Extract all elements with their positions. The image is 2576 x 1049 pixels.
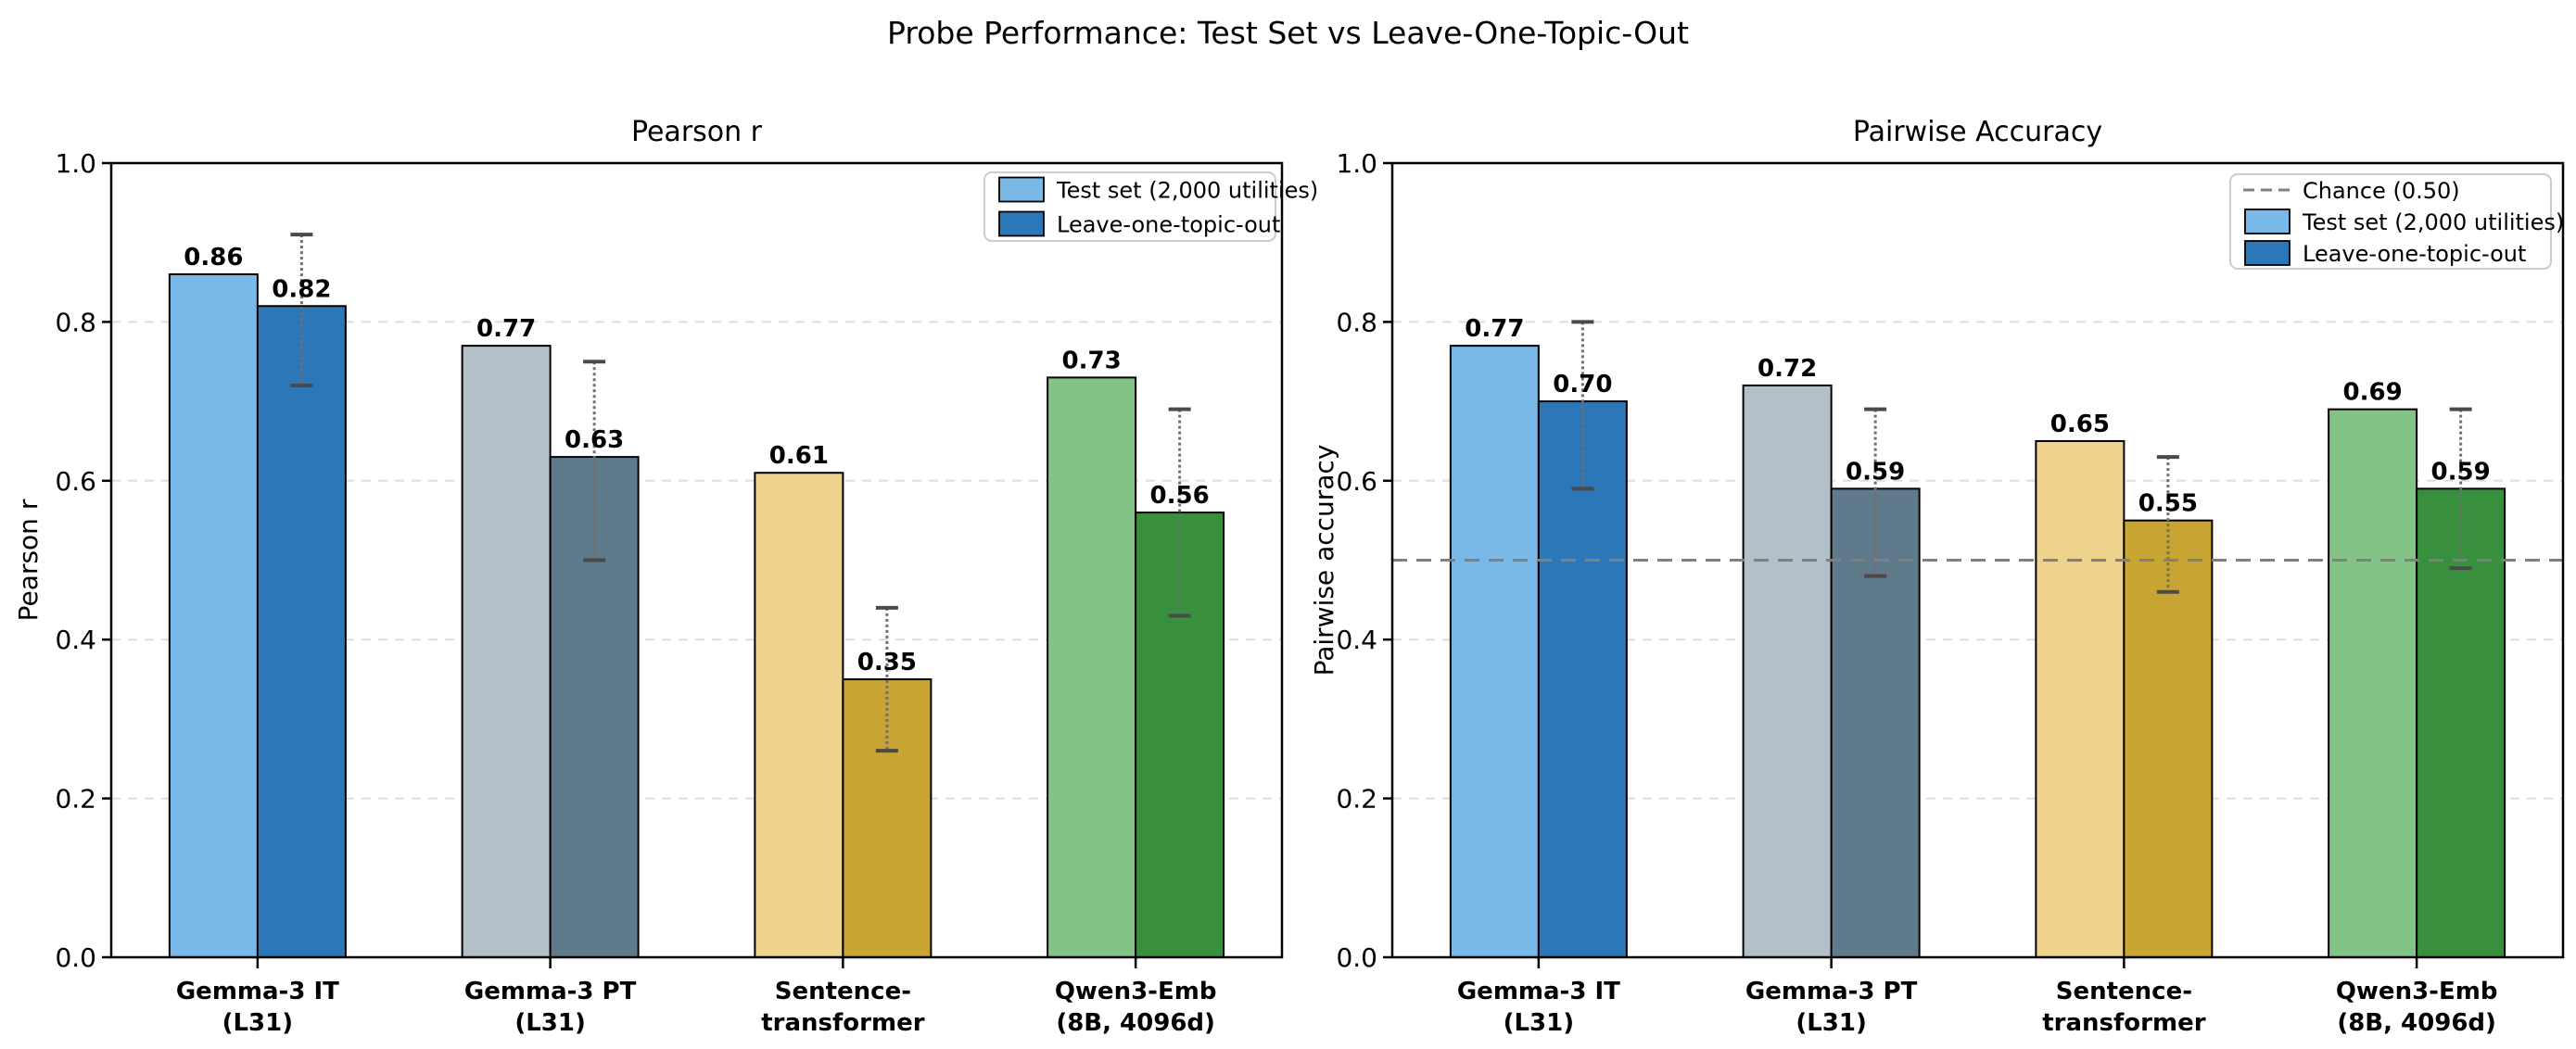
legend-swatch [998, 210, 1045, 237]
value-label: 0.59 [2431, 458, 2491, 486]
y-tick-label: 0.4 [55, 625, 96, 655]
bar-test-2 [461, 345, 552, 958]
value-label: 0.55 [2138, 490, 2198, 518]
value-label: 0.82 [272, 275, 331, 303]
value-label: 0.69 [2343, 379, 2403, 407]
bar-test-1 [168, 272, 259, 959]
bar-test-3 [754, 472, 844, 959]
x-category-label: Gemma-3 PT [464, 978, 637, 1005]
chart-2-pairwise-accuracy: 0.77 0.72 0.65 0.69 0.70 0.59 0.55 0.59 0.0 0.2 0.… [1309, 116, 2565, 1037]
figure-title: Probe Performance: Test Set vs Leave-One… [887, 15, 1689, 51]
value-label: 0.73 [1062, 347, 1122, 374]
x-category-label: Gemma-3 IT [1457, 978, 1620, 1005]
value-label: 0.70 [1553, 371, 1612, 398]
bar-test-4 [2328, 408, 2418, 959]
x-category-label: (L31) [222, 1009, 294, 1037]
y-axis-label: Pearson r [13, 499, 44, 621]
bar-test-1 [1449, 345, 1540, 958]
bar-loto-2 [1830, 487, 1921, 958]
chart-title: Pairwise Accuracy [1853, 116, 2102, 148]
bar-loto-2 [549, 456, 640, 958]
x-category-label: Sentence- [775, 978, 911, 1005]
bar-loto-1 [1537, 400, 1628, 959]
bar-loto-1 [256, 305, 347, 958]
value-label: 0.63 [565, 426, 624, 454]
chart-title: Pearson r [631, 116, 763, 148]
legend-swatch [2244, 240, 2290, 266]
x-category-label: (8B, 4096d) [1056, 1009, 1215, 1037]
value-label: 0.35 [857, 649, 917, 676]
value-label: 0.72 [1758, 355, 1817, 383]
value-label: 0.56 [1150, 482, 1210, 510]
y-axis-label: Pairwise accuracy [1309, 445, 1339, 676]
legend-label: Leave-one-topic-out [1057, 212, 1280, 238]
legend-label: Test set (2,000 utilities) [1056, 178, 1318, 204]
y-tick-label: 0.0 [55, 942, 96, 973]
value-label: 0.77 [1465, 315, 1524, 343]
legend-label: Chance (0.50) [2303, 178, 2460, 204]
chart-1-pearson-r: 0.86 0.77 0.61 0.73 0.82 0.63 0.35 0.56 0.0 0.2 0.… [13, 116, 1318, 1037]
y-tick-label: 0.8 [55, 307, 96, 337]
legend-label: Test set (2,000 utilities) [2302, 209, 2564, 235]
x-category-label: Sentence- [2056, 978, 2192, 1005]
value-label: 0.65 [2050, 411, 2110, 438]
legend-swatch [2244, 209, 2290, 234]
x-category-label: Qwen3-Emb [1055, 978, 1217, 1005]
x-category-label: Gemma-3 PT [1745, 978, 1918, 1005]
y-tick-label: 0.2 [1336, 784, 1377, 815]
y-tick-label: 1.0 [1336, 148, 1377, 179]
x-category-label: (L31) [1796, 1009, 1867, 1037]
x-category-label: transformer [761, 1009, 925, 1037]
y-tick-label: 0.8 [1336, 307, 1377, 337]
bar-test-3 [2035, 439, 2126, 958]
axis-spines [1390, 161, 2565, 959]
axis-spines [109, 161, 1284, 959]
legend-label: Leave-one-topic-out [2303, 241, 2526, 267]
x-category-label: (8B, 4096d) [2337, 1009, 2496, 1037]
y-tick-label: 0.6 [55, 466, 96, 497]
value-label: 0.61 [769, 442, 829, 470]
y-tick-label: 0.0 [1336, 942, 1377, 973]
bar-test-2 [1742, 384, 1833, 958]
value-label: 0.59 [1846, 458, 1905, 486]
y-tick-label: 0.4 [1336, 625, 1377, 655]
x-category-label: transformer [2042, 1009, 2206, 1037]
x-category-label: Qwen3-Emb [2336, 978, 2498, 1005]
y-tick-label: 1.0 [55, 148, 96, 179]
legend-box [2229, 173, 2552, 270]
legend-swatch [998, 176, 1045, 203]
legend: Chance (0.50) Test set (2,000 utilities) L… [2229, 173, 2564, 270]
value-label: 0.86 [184, 244, 243, 272]
x-category-label: Gemma-3 IT [176, 978, 339, 1005]
y-tick-label: 0.6 [1336, 466, 1377, 497]
x-category-label: (L31) [1504, 1009, 1575, 1037]
x-category-label: (L31) [514, 1009, 586, 1037]
value-label: 0.77 [476, 315, 536, 343]
legend-box [983, 171, 1276, 242]
bar-loto-4 [1135, 512, 1225, 959]
y-tick-label: 0.2 [55, 784, 96, 815]
legend: Test set (2,000 utilities) Leave-one-topi… [983, 171, 1318, 242]
bar-test-4 [1047, 376, 1137, 958]
